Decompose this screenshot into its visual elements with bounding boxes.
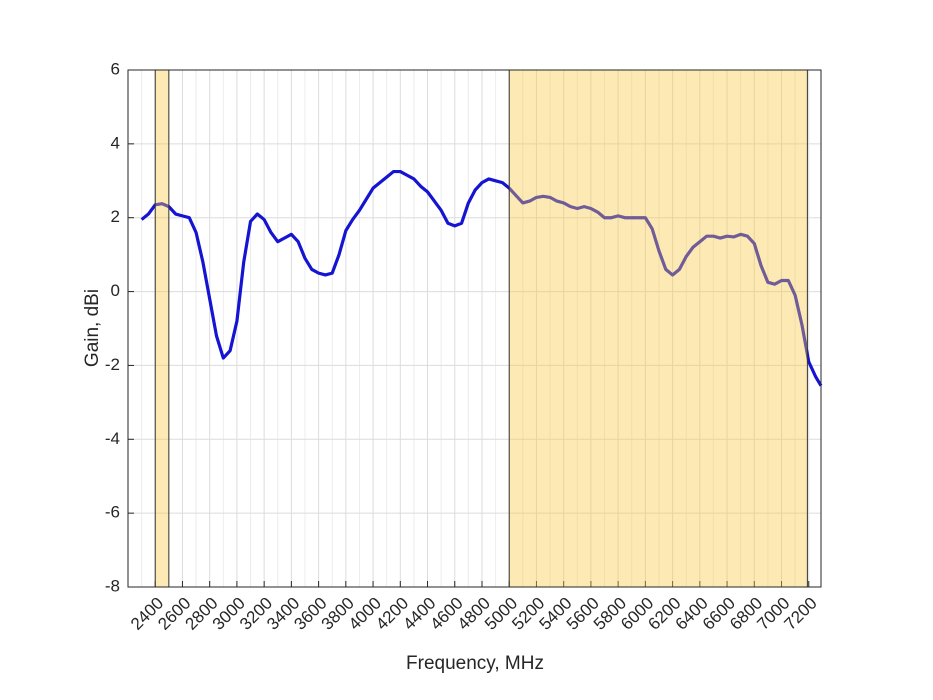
plot-frame [127, 69, 822, 588]
y-tick-label: 6 [111, 59, 120, 78]
y-tick-label: 2 [111, 207, 120, 226]
y-tick-label: -2 [105, 355, 120, 374]
y-tick-label: -8 [105, 576, 120, 595]
y-tick-label: -6 [105, 503, 120, 522]
y-tick-label: 4 [111, 133, 120, 152]
y-axis-label: Gain, dBi [82, 289, 103, 367]
shaded-band [509, 70, 808, 587]
shaded-band [155, 70, 169, 587]
x-axis-label: Frequency, MHz [406, 653, 544, 674]
y-tick-label: 0 [111, 281, 120, 300]
line-series [140, 169, 823, 387]
x-tick-label: 7200 [781, 594, 821, 634]
y-tick-label: -4 [105, 429, 120, 448]
